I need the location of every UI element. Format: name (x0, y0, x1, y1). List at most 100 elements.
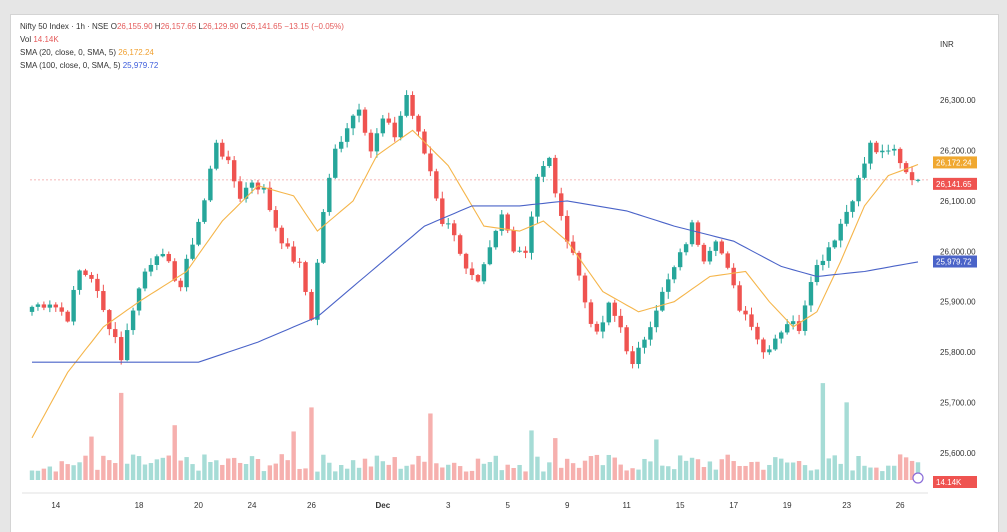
volume-bar (672, 469, 677, 480)
candle-body (392, 122, 397, 138)
volume-bar (618, 464, 623, 480)
volume-bar (731, 461, 736, 480)
candle-body (309, 291, 314, 320)
volume-bar (291, 431, 296, 480)
candle-body (202, 200, 207, 222)
candle-body (677, 252, 683, 268)
candle-body (802, 305, 808, 331)
volume-bar (35, 470, 41, 480)
candle-body (136, 288, 142, 311)
volume-bar (767, 464, 772, 480)
volume-bar (166, 455, 171, 480)
volume-bar (344, 468, 350, 480)
volume-bar (440, 467, 445, 480)
volume-bar (856, 456, 861, 480)
candle-body (487, 247, 493, 265)
candle-body (689, 222, 695, 245)
candle-body (374, 133, 380, 152)
candle-body (493, 230, 499, 248)
x-tick-label: Dec (375, 501, 390, 510)
volume-bar (267, 465, 273, 480)
ohlc-high: 26,157.65 (160, 22, 197, 31)
candle-body (172, 261, 177, 281)
x-tick-label: 19 (783, 501, 792, 510)
y-tick-label: 25,700.00 (940, 399, 976, 408)
ohlc-open-label: O (110, 22, 117, 31)
candle-body (642, 339, 647, 348)
candle-body (600, 322, 606, 332)
lightning-icon (912, 472, 924, 484)
sma100-value: 25,979.72 (122, 61, 159, 70)
volume-bar (362, 458, 368, 480)
candle-body (178, 280, 183, 288)
x-tick-label: 26 (307, 501, 316, 510)
sma20-label: SMA (20, close, 0, SMA, 5) (20, 48, 117, 57)
candle-body (784, 324, 790, 333)
candle-body (327, 177, 332, 213)
candle-body (695, 222, 701, 245)
volume-bar (321, 454, 326, 480)
x-tick-label: 20 (194, 501, 203, 510)
y-tick-label: 26,100.00 (940, 197, 976, 206)
candle-body (606, 302, 611, 323)
volume-bar (220, 464, 225, 480)
volume-bar (880, 471, 885, 480)
volume-bar (434, 463, 439, 480)
candle-body (529, 216, 534, 253)
volume-bar (677, 455, 683, 480)
volume-bar (428, 413, 433, 480)
volume-bar (113, 463, 118, 480)
candle-body (101, 291, 106, 311)
volume-bar (862, 465, 867, 480)
volume-bar (422, 461, 427, 480)
candle-body (95, 278, 100, 292)
volume-bar (820, 383, 826, 480)
candle-body (29, 306, 35, 312)
ohlc-low-label: L (198, 22, 203, 31)
candle-body (547, 157, 552, 167)
volume-bar (915, 462, 921, 480)
volume-bar (892, 465, 897, 480)
candle-body (773, 338, 778, 350)
sma20-value: 26,172.24 (118, 48, 154, 57)
candle-body (630, 351, 635, 365)
candle-body (719, 241, 724, 254)
candle-body (333, 148, 338, 178)
x-tick-label: 14 (51, 501, 60, 510)
volume-bar (903, 457, 909, 480)
volume-bar (392, 457, 397, 480)
candle-body (683, 244, 689, 253)
price-badge-volume (933, 476, 977, 488)
candle-body (535, 176, 540, 217)
y-tick-label: 26,000.00 (940, 247, 976, 256)
x-tick-label: 9 (565, 501, 570, 510)
volume-bar (95, 469, 100, 480)
volume-bar (451, 462, 457, 480)
volume-bar (576, 467, 582, 480)
candle-body (297, 261, 302, 263)
volume-bar (309, 407, 314, 480)
x-tick-label: 17 (729, 501, 738, 510)
candle-body (279, 227, 284, 244)
candle-body (880, 150, 885, 153)
y-tick-label: 26,300.00 (940, 96, 976, 105)
volume-bar (404, 465, 409, 480)
volume-bar (701, 467, 707, 480)
volume-bar (386, 464, 391, 480)
volume-bar (178, 460, 183, 480)
x-tick-label: 5 (505, 501, 510, 510)
candle-body (41, 304, 47, 308)
candle-body (184, 258, 189, 288)
candle-body (261, 187, 267, 190)
volume-bar (154, 459, 160, 480)
candle-body (315, 262, 320, 320)
candle-body (505, 214, 510, 231)
candle-body (576, 252, 582, 276)
candle-body (826, 247, 832, 261)
ohlc-open: 26,155.90 (116, 22, 153, 31)
volume-bar (184, 457, 189, 480)
candle-body (541, 166, 546, 177)
candle-body (559, 193, 564, 216)
candle-body (214, 142, 219, 169)
